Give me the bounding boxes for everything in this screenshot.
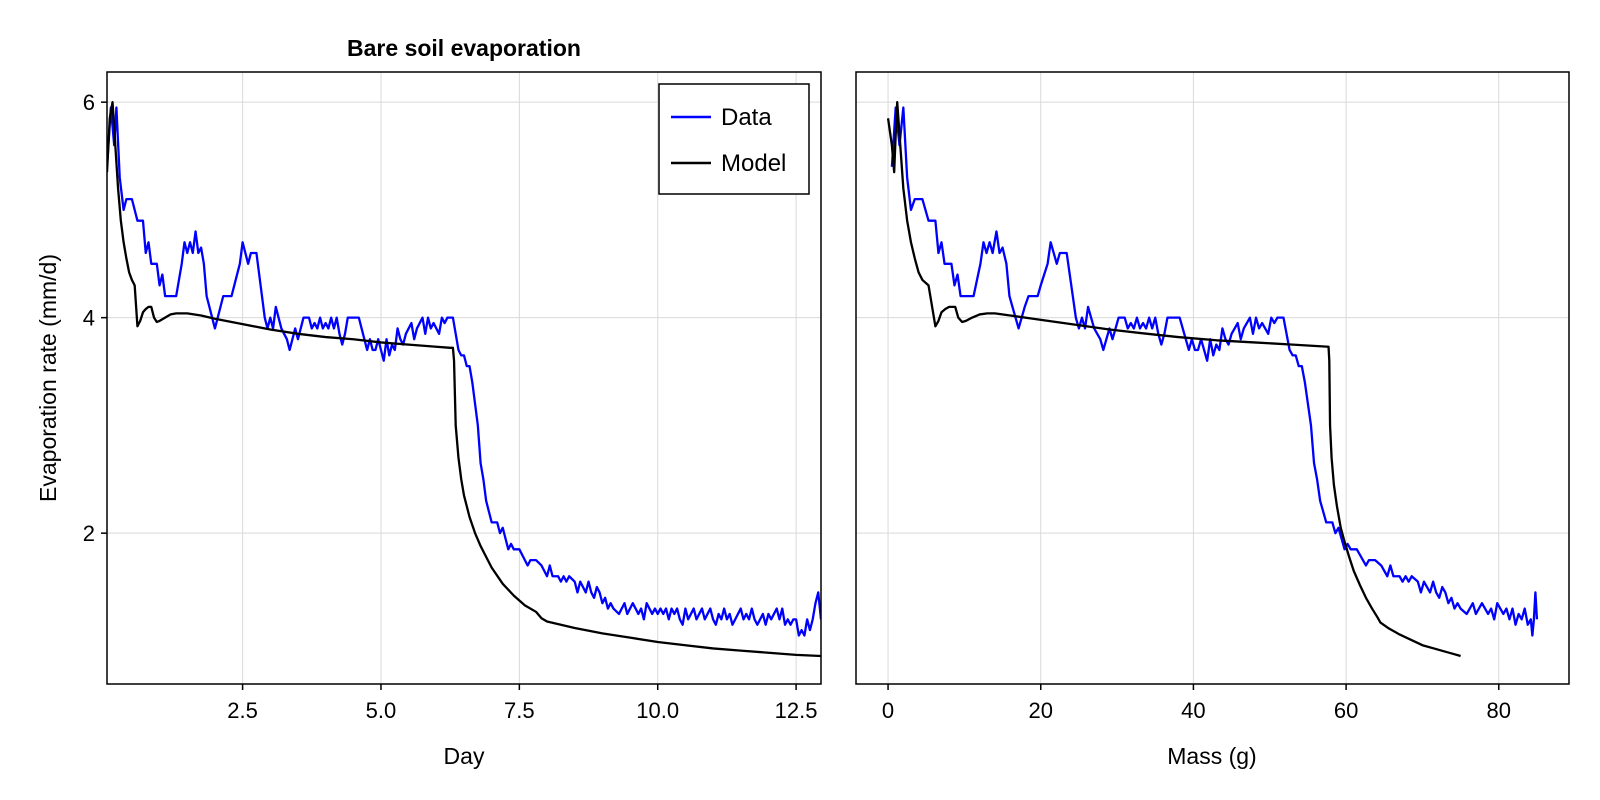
left-ticks: 2.5 5.0 7.5 10.0 12.5 2 4 6 [83, 90, 818, 723]
right-x-tick-label: 40 [1181, 698, 1205, 723]
legend-data-label: Data [721, 104, 772, 131]
legend-model-label: Model [721, 150, 786, 177]
left-series [107, 101, 821, 658]
left-series-model-line [107, 101, 821, 658]
right-series-model-line [886, 101, 1461, 658]
left-x-tick-label: 5.0 [366, 698, 397, 723]
left-x-tick-label: 2.5 [227, 698, 258, 723]
right-x-tick-label: 80 [1487, 698, 1511, 723]
left-x-tick-label: 10.0 [636, 698, 679, 723]
left-x-tick-label: 12.5 [775, 698, 818, 723]
right-series-data-line [890, 106, 1539, 637]
right-x-tick-label: 20 [1028, 698, 1052, 723]
left-plot-panel: 2.5 5.0 7.5 10.0 12.5 2 4 6 Bare soil evaporati… [35, 35, 822, 769]
chart-title: Bare soil evaporation [347, 35, 581, 61]
left-y-tick-label: 4 [83, 306, 95, 331]
right-series [886, 101, 1539, 658]
right-x-tick-label: 60 [1334, 698, 1358, 723]
left-grid [107, 72, 821, 684]
left-y-tick-label: 6 [83, 90, 95, 115]
y-axis-label: Evaporation rate (mm/d) [35, 254, 61, 502]
right-x-tick-label: 0 [882, 698, 894, 723]
right-plot-panel: 0 20 40 60 80 Mass (g) [855, 71, 1570, 769]
x-axis-label-day: Day [444, 743, 485, 769]
left-plot-border [106, 71, 822, 685]
left-x-tick-label: 7.5 [504, 698, 535, 723]
right-plot-frame [856, 72, 1569, 684]
x-axis-label-mass: Mass (g) [1167, 743, 1256, 769]
right-plot-border [855, 71, 1570, 685]
legend-box [658, 83, 810, 195]
left-y-tick-label: 2 [83, 521, 95, 546]
left-series-data-line [107, 106, 821, 637]
right-ticks: 0 20 40 60 80 [882, 684, 1511, 723]
legend: Data Model [658, 83, 810, 195]
